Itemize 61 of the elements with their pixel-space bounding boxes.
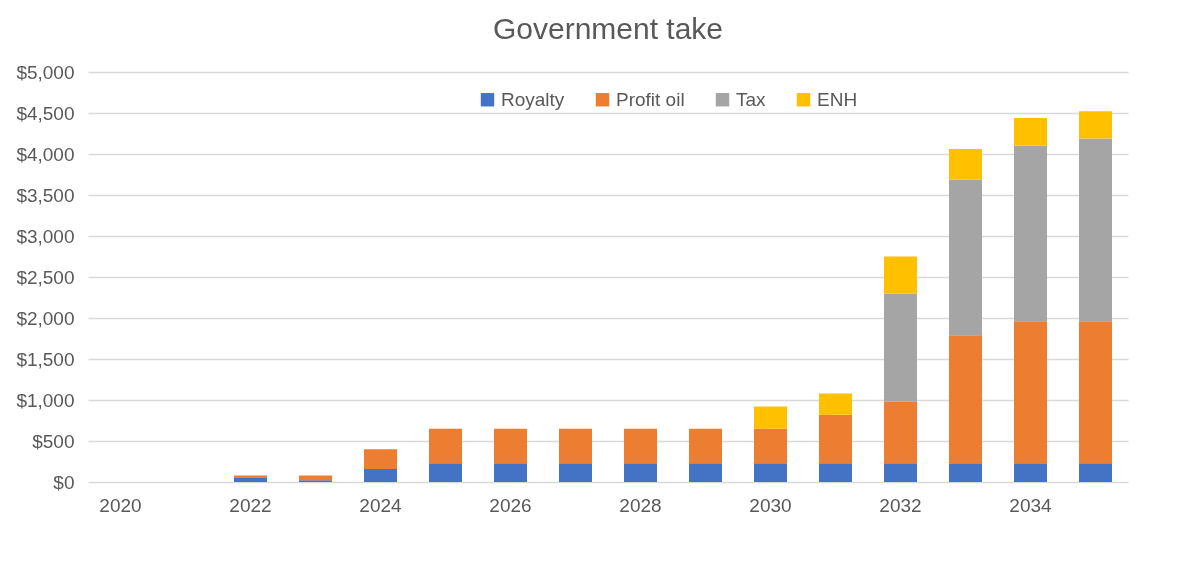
bar: [429, 428, 462, 464]
bar: [624, 428, 657, 464]
bar: [234, 477, 267, 482]
legend-label: Royalty: [501, 88, 565, 110]
bar: [949, 179, 982, 336]
bar: [494, 463, 527, 482]
bar: [1079, 321, 1112, 464]
bar: [754, 463, 787, 482]
bar: [949, 463, 982, 482]
x-tick-label: 2032: [879, 494, 922, 516]
bar: [819, 463, 852, 482]
y-tick-label: $3,500: [16, 184, 75, 206]
bar: [689, 428, 722, 464]
bar: [559, 428, 592, 464]
bar: [754, 428, 787, 464]
bar: [884, 256, 917, 294]
bar: [689, 463, 722, 482]
y-tick-label: $3,000: [16, 225, 75, 247]
y-tick-label: $4,000: [16, 143, 75, 165]
bar: [819, 414, 852, 464]
bar: [494, 428, 527, 464]
bar: [364, 468, 397, 482]
x-tick-label: 2034: [1009, 494, 1053, 516]
bar: [884, 463, 917, 482]
bar: [949, 335, 982, 464]
x-tick-label: 2024: [359, 494, 403, 516]
x-tick-label: 2030: [749, 494, 792, 516]
y-tick-label: $2,000: [16, 307, 75, 329]
bar: [1079, 111, 1112, 139]
x-tick-label: 2020: [99, 494, 142, 516]
chart-title: Government take: [492, 12, 724, 45]
y-tick-label: $1,000: [16, 389, 75, 411]
legend-label: Profit oil: [616, 88, 685, 110]
bar: [949, 149, 982, 180]
y-tick-label: $500: [32, 430, 75, 452]
bar: [364, 449, 397, 469]
bar: [1014, 321, 1047, 464]
bar: [429, 463, 462, 482]
bar: [1014, 463, 1047, 482]
bar: [299, 475, 332, 481]
legend-label: Tax: [736, 88, 767, 110]
y-tick-label: $2,500: [16, 266, 75, 288]
bar: [624, 463, 657, 482]
y-tick-label: $1,500: [16, 348, 75, 370]
x-tick-label: 2026: [489, 494, 532, 516]
bar: [884, 401, 917, 464]
x-tick-label: 2028: [619, 494, 662, 516]
bar: [234, 475, 267, 478]
bar: [819, 393, 852, 415]
legend-label: ENH: [817, 88, 858, 110]
y-tick-label: $4,500: [16, 102, 75, 124]
y-tick-label: $0: [53, 471, 75, 493]
y-tick-label: $5,000: [16, 61, 75, 83]
bar: [1079, 138, 1112, 322]
bar: [1014, 117, 1047, 146]
x-tick-label: 2022: [229, 494, 272, 516]
bar: [884, 293, 917, 402]
bar: [559, 463, 592, 482]
bar: [1014, 145, 1047, 322]
bar: [754, 406, 787, 429]
bar: [1079, 463, 1112, 482]
